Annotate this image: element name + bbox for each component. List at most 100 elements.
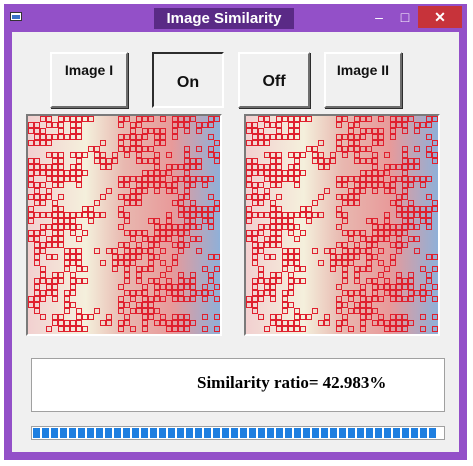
texture-cell [136,308,142,314]
texture-cell [196,224,202,230]
texture-cell [148,176,154,182]
texture-cell [336,176,342,182]
texture-cell [282,290,288,296]
texture-cell [178,242,184,248]
on-button[interactable]: On [152,52,224,108]
texture-cell [196,146,202,152]
texture-cell [76,134,82,140]
texture-cell [178,116,184,122]
texture-cell [112,158,118,164]
texture-cell [264,116,270,122]
texture-cell [426,212,432,218]
texture-cell [414,146,420,152]
texture-cell [384,224,390,230]
texture-cell [178,236,184,242]
texture-cell [34,230,40,236]
texture-cell [172,200,178,206]
texture-cell [414,122,420,128]
texture-cell [58,122,64,128]
texture-cell [118,206,124,212]
maximize-button[interactable]: □ [400,9,410,25]
texture-cell [294,224,300,230]
texture-cell [40,242,46,248]
texture-cell [252,302,258,308]
texture-cell [166,266,172,272]
texture-cell [58,320,64,326]
texture-cell [366,242,372,248]
texture-cell [276,158,282,164]
texture-cell [318,158,324,164]
texture-cell [342,278,348,284]
texture-cell [154,296,160,302]
texture-cell [52,176,58,182]
texture-cell [160,170,166,176]
texture-cell [258,224,264,230]
texture-cell [58,182,64,188]
title-bar[interactable]: Image Similarity – □ ✕ [4,4,467,32]
texture-cell [342,254,348,260]
texture-cell [336,260,342,266]
texture-cell [288,254,294,260]
texture-cell [276,242,282,248]
texture-cell [246,176,252,182]
texture-cell [40,266,46,272]
minimize-button[interactable]: – [375,9,383,25]
texture-cell [94,146,100,152]
texture-cell [142,230,148,236]
texture-cell [40,224,46,230]
image-2-button[interactable]: Image II [324,52,402,108]
texture-cell [276,218,282,224]
texture-cell [372,290,378,296]
texture-cell [258,266,264,272]
texture-cell [318,212,324,218]
texture-cell [354,134,360,140]
texture-cell [390,326,396,332]
texture-cell [294,182,300,188]
off-button[interactable]: Off [238,52,310,108]
texture-cell [372,242,378,248]
texture-cell [342,212,348,218]
texture-cell [142,248,148,254]
texture-cell [252,182,258,188]
texture-cell [28,206,34,212]
texture-cell [196,248,202,254]
texture-cell [258,278,264,284]
texture-cell [408,290,414,296]
texture-cell [282,260,288,266]
texture-cell [312,200,318,206]
texture-cell [408,296,414,302]
texture-cell [136,116,142,122]
texture-cell [64,176,70,182]
texture-cell [46,278,52,284]
texture-cell [396,164,402,170]
texture-cell [148,302,154,308]
texture-cell [342,176,348,182]
image-1-button[interactable]: Image I [50,52,128,108]
texture-cell [342,266,348,272]
texture-cell [384,164,390,170]
texture-cell [94,212,100,218]
texture-cell [52,284,58,290]
texture-cell [258,170,264,176]
texture-cell [142,236,148,242]
texture-cell [336,206,342,212]
texture-cell [40,170,46,176]
texture-cell [166,236,172,242]
texture-cell [360,116,366,122]
texture-cell [348,230,354,236]
texture-cell [28,218,34,224]
texture-cell [246,236,252,242]
texture-cell [408,116,414,122]
texture-cell [348,248,354,254]
texture-cell [402,314,408,320]
texture-cell [426,254,432,260]
texture-cell [166,218,172,224]
close-button[interactable]: ✕ [418,6,462,28]
texture-cell [82,116,88,122]
texture-cell [82,314,88,320]
texture-cell [76,170,82,176]
texture-cell [258,128,264,134]
texture-cell [124,290,130,296]
texture-cell [40,128,46,134]
texture-cell [402,164,408,170]
